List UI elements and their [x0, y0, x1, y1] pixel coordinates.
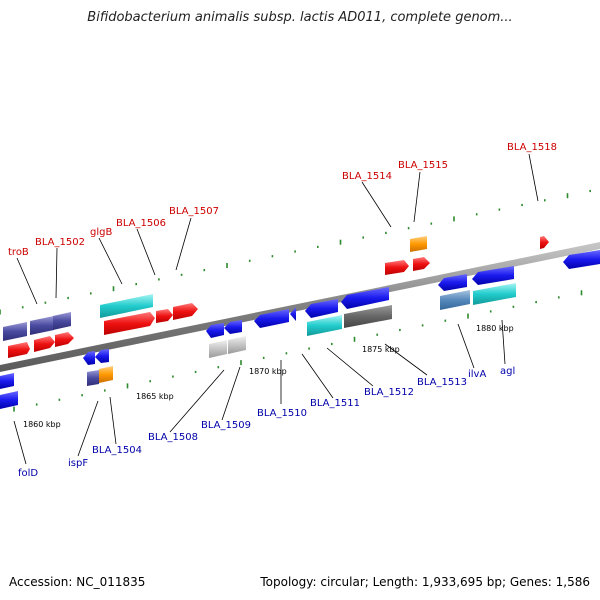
- gene-arrow[interactable]: [341, 287, 389, 309]
- gene-label-BLA_1506[interactable]: BLA_1506: [116, 218, 166, 229]
- gene-arrow[interactable]: [563, 250, 600, 269]
- gene-label-ilvA[interactable]: ilvA: [468, 369, 486, 380]
- gene-arrow[interactable]: [438, 274, 467, 291]
- gene-arrow[interactable]: [95, 349, 109, 363]
- gene-arrow[interactable]: [83, 351, 95, 365]
- gene-block[interactable]: [99, 366, 113, 383]
- gene-arrow[interactable]: [472, 266, 514, 285]
- gene-label-BLA_1514[interactable]: BLA_1514: [342, 171, 392, 182]
- gene-arrow[interactable]: [413, 257, 430, 271]
- gene-block[interactable]: [473, 283, 516, 305]
- gene-arrow[interactable]: [104, 312, 155, 335]
- gene-label-BLA_1515[interactable]: BLA_1515: [398, 160, 448, 171]
- gene-arrow[interactable]: [156, 309, 173, 323]
- gene-arrow[interactable]: [0, 391, 18, 409]
- gene-label-agl[interactable]: agl: [500, 366, 515, 377]
- gene-label-BLA_1509[interactable]: BLA_1509: [201, 420, 251, 431]
- gene-label-BLA_1510[interactable]: BLA_1510: [257, 408, 307, 419]
- gene-arrow[interactable]: [540, 236, 549, 249]
- gene-arrow[interactable]: [34, 336, 55, 352]
- scale-label: 1875 kbp: [362, 345, 400, 354]
- gene-label-BLA_1513[interactable]: BLA_1513: [417, 377, 467, 388]
- topology-text: Topology: circular; Length: 1,933,695 bp…: [260, 575, 590, 589]
- forward-genes: [3, 236, 549, 358]
- gene-block[interactable]: [30, 316, 54, 335]
- map-title: Bifidobacterium animalis subsp. lactis A…: [87, 10, 513, 25]
- scale-label: 1880 kbp: [476, 324, 514, 333]
- gene-arrow[interactable]: [8, 342, 30, 358]
- genome-backbone: [0, 242, 600, 372]
- gene-arrow[interactable]: [55, 332, 74, 347]
- gene-label-BLA_1504[interactable]: BLA_1504: [92, 445, 142, 456]
- gene-arrow[interactable]: [305, 299, 338, 318]
- gene-block[interactable]: [228, 336, 246, 354]
- reverse-genes: [0, 250, 600, 409]
- gene-label-troB[interactable]: troB: [8, 247, 29, 258]
- gene-block[interactable]: [344, 305, 392, 328]
- gene-label-ispF[interactable]: ispF: [68, 458, 88, 469]
- gene-label-BLA_1518[interactable]: BLA_1518: [507, 142, 557, 153]
- reverse-labels: folD ispF BLA_1504 BLA_1508 BLA_1509 BLA…: [18, 366, 515, 479]
- gene-block[interactable]: [87, 370, 99, 386]
- scale-ticks: [0, 189, 592, 412]
- gene-label-glgB[interactable]: glgB: [90, 227, 112, 238]
- gene-block[interactable]: [440, 290, 470, 310]
- gene-block[interactable]: [3, 322, 27, 341]
- gene-block[interactable]: [410, 236, 427, 252]
- scale-label: 1870 kbp: [249, 367, 287, 376]
- gene-block[interactable]: [100, 294, 153, 318]
- gene-arrow[interactable]: [173, 303, 198, 320]
- gene-arrow[interactable]: [206, 323, 224, 338]
- gene-block[interactable]: [307, 315, 342, 336]
- gene-label-BLA_1512[interactable]: BLA_1512: [364, 387, 414, 398]
- gene-label-BLA_1511[interactable]: BLA_1511: [310, 398, 360, 409]
- forward-labels: troB BLA_1502 glgB BLA_1506 BLA_1507 BLA…: [8, 142, 557, 258]
- gene-block[interactable]: [53, 312, 71, 330]
- scale-label: 1860 kbp: [23, 420, 61, 429]
- gene-label-BLA_1508[interactable]: BLA_1508: [148, 432, 198, 443]
- gene-label-folD[interactable]: folD: [18, 468, 38, 479]
- gene-label-BLA_1507[interactable]: BLA_1507: [169, 206, 219, 217]
- gene-arrow[interactable]: [0, 373, 14, 389]
- gene-label-BLA_1502[interactable]: BLA_1502: [35, 237, 85, 248]
- gene-block[interactable]: [209, 340, 227, 358]
- scale-label: 1865 kbp: [136, 392, 174, 401]
- label-leaders: [13, 153, 539, 465]
- gene-arrow[interactable]: [254, 309, 289, 328]
- gene-arrow[interactable]: [385, 260, 409, 275]
- scale-labels: 1860 kbp 1865 kbp 1870 kbp 1875 kbp 1880…: [23, 324, 514, 429]
- accession-text: Accession: NC_011835: [9, 575, 146, 589]
- gene-arrow[interactable]: [290, 307, 296, 321]
- gene-arrow[interactable]: [224, 320, 242, 334]
